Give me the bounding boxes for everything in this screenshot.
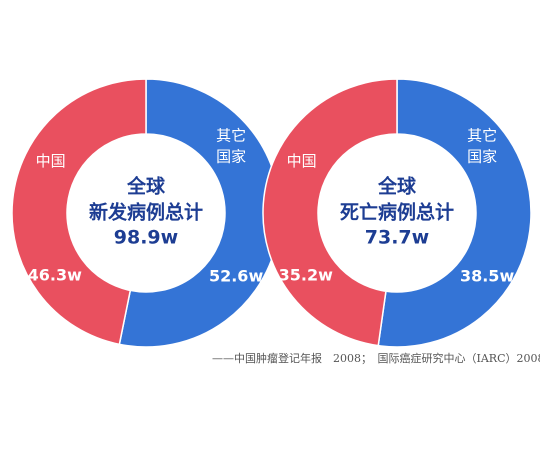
center-text: 全球新发病例总计 98.9w [89, 175, 203, 252]
value-label: 35.2w [278, 265, 333, 284]
center-disk [68, 135, 224, 291]
center-disk [319, 135, 475, 291]
value-label: 46.3w [27, 265, 82, 284]
center-total: 73.7w [364, 226, 430, 249]
center-line: 死亡病例总计 [339, 201, 455, 224]
value-label: 52.6w [208, 266, 264, 286]
value-label: 38.5w [459, 266, 515, 286]
center-text: 全球死亡病例总计 73.7w [340, 175, 454, 252]
category-label: 中国 [286, 152, 317, 171]
center-total: 98.9w [113, 226, 179, 249]
donut-segment [118, 78, 281, 348]
center-line: 全球 [377, 175, 417, 198]
center-line: 新发病例总计 [88, 201, 204, 224]
source-note: ——中国肿瘤登记年报 2008； 国际癌症研究中心（IARC）2008 [212, 352, 540, 365]
category-label: 其它国家 [467, 125, 498, 166]
category-label: 中国 [35, 152, 66, 171]
donut-segment [262, 78, 398, 347]
category-label: 其它国家 [216, 125, 247, 166]
center-line: 全球 [126, 175, 166, 198]
donut-segment [377, 78, 532, 348]
donut-segment [11, 78, 147, 346]
